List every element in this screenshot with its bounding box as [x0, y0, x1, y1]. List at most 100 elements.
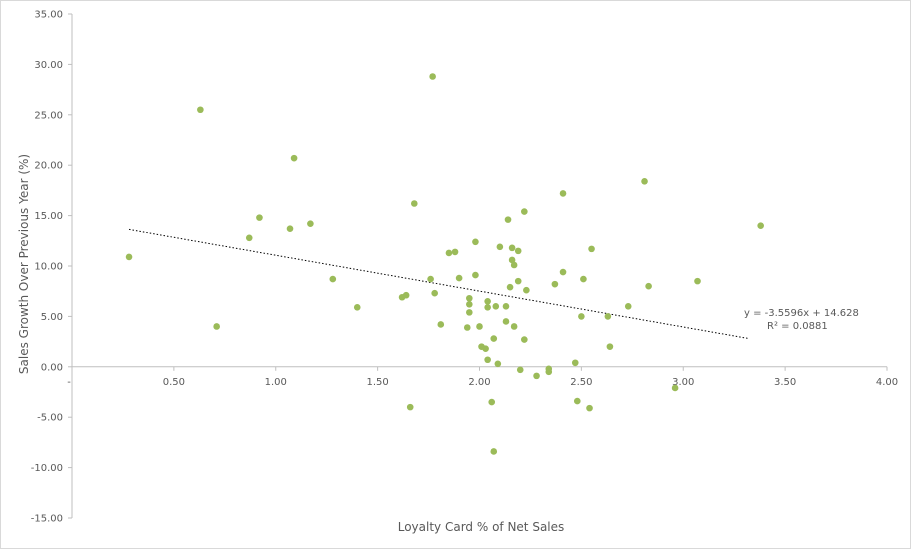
data-point	[484, 356, 491, 364]
x-tick-label: 3.50	[774, 377, 796, 388]
y-tick-label: -15.00	[31, 514, 63, 525]
y-tick-label: 25.00	[34, 110, 63, 121]
data-points	[125, 73, 764, 455]
data-point	[431, 289, 438, 297]
data-point	[445, 249, 453, 257]
data-point	[437, 321, 445, 328]
y-tick-label: -10.00	[31, 463, 63, 474]
data-point	[256, 214, 263, 221]
data-point	[624, 303, 632, 310]
data-point	[510, 261, 518, 269]
data-point	[484, 304, 491, 311]
data-point	[492, 303, 500, 310]
y-axis-ticks: 35.00 30.00 25.00 20.00 15.00 10.00 5.00 0.00 -5…	[31, 10, 72, 525]
data-point	[286, 225, 294, 233]
data-point	[466, 309, 473, 316]
data-point	[510, 323, 518, 330]
data-point	[574, 397, 581, 405]
data-point	[508, 256, 516, 264]
data-point	[516, 366, 524, 374]
data-point	[406, 403, 414, 411]
data-point	[545, 368, 553, 376]
data-point	[411, 200, 418, 207]
data-point	[533, 372, 540, 380]
data-point	[402, 291, 410, 299]
data-point	[757, 222, 764, 229]
data-point	[329, 275, 337, 283]
data-point	[429, 73, 436, 80]
data-point	[213, 323, 220, 330]
data-point	[496, 243, 504, 251]
data-point	[125, 253, 133, 261]
data-point	[671, 384, 679, 392]
data-point	[490, 448, 498, 455]
data-point	[641, 178, 648, 185]
data-point	[484, 297, 491, 305]
data-point	[476, 323, 483, 330]
data-point	[521, 336, 528, 343]
y-tick-label: -5.00	[37, 413, 63, 424]
data-point	[523, 286, 530, 294]
trendline-equation: y = -3.5596x + 14.628	[744, 308, 859, 319]
data-point	[606, 343, 614, 350]
data-point	[455, 274, 463, 282]
data-point	[290, 154, 298, 162]
x-tick-label: -	[67, 377, 71, 388]
data-point	[482, 345, 489, 352]
x-tick-label: 0.50	[163, 377, 185, 388]
data-point	[427, 275, 434, 283]
data-point	[353, 304, 361, 311]
x-tick-label: 2.50	[570, 377, 592, 388]
data-point	[571, 359, 579, 367]
x-tick-label: 1.50	[366, 377, 388, 388]
x-axis-title: Loyalty Card % of Net Sales	[398, 520, 565, 534]
data-point	[466, 294, 473, 302]
data-point	[504, 216, 512, 223]
data-point	[472, 271, 479, 279]
y-tick-label: 20.00	[34, 161, 63, 172]
data-point	[466, 301, 473, 308]
y-tick-label: 5.00	[41, 312, 63, 323]
data-point	[472, 238, 479, 246]
data-point	[580, 275, 587, 283]
data-point	[502, 303, 510, 310]
data-point	[604, 313, 612, 320]
data-point	[521, 208, 528, 215]
data-point	[463, 324, 471, 331]
data-point	[559, 190, 567, 197]
data-point	[502, 318, 510, 325]
y-tick-label: 30.00	[34, 60, 63, 71]
data-point	[488, 398, 496, 406]
y-tick-label: 35.00	[34, 10, 63, 21]
trendline-r2: R² = 0.0881	[767, 321, 828, 332]
data-point	[245, 234, 253, 242]
y-tick-label: 15.00	[34, 211, 63, 222]
axes	[71, 14, 887, 518]
y-tick-label: 10.00	[34, 262, 63, 273]
x-tick-label: 4.00	[876, 377, 898, 388]
data-point	[551, 280, 559, 288]
data-point	[559, 268, 567, 276]
x-tick-label: 3.00	[672, 377, 694, 388]
data-point	[514, 277, 522, 285]
data-point	[508, 244, 516, 252]
data-point	[506, 283, 514, 291]
data-point	[578, 313, 585, 320]
data-point	[307, 220, 314, 227]
x-tick-label: 2.00	[468, 377, 490, 388]
y-axis-title: Sales Growth Over Previous Year (%)	[17, 154, 31, 374]
x-axis-ticks: - 0.50 1.00 1.50 2.00 2.50 3.00 3.50 4.00	[67, 366, 898, 388]
data-point	[588, 245, 595, 253]
data-point	[451, 248, 459, 256]
data-point	[197, 106, 204, 114]
x-tick-label: 1.00	[265, 377, 287, 388]
data-point	[645, 282, 652, 290]
y-tick-label: 0.00	[41, 362, 63, 373]
data-point	[494, 360, 502, 368]
data-point	[694, 277, 701, 285]
data-point	[586, 404, 593, 412]
data-point	[514, 247, 522, 255]
data-point	[490, 335, 498, 342]
